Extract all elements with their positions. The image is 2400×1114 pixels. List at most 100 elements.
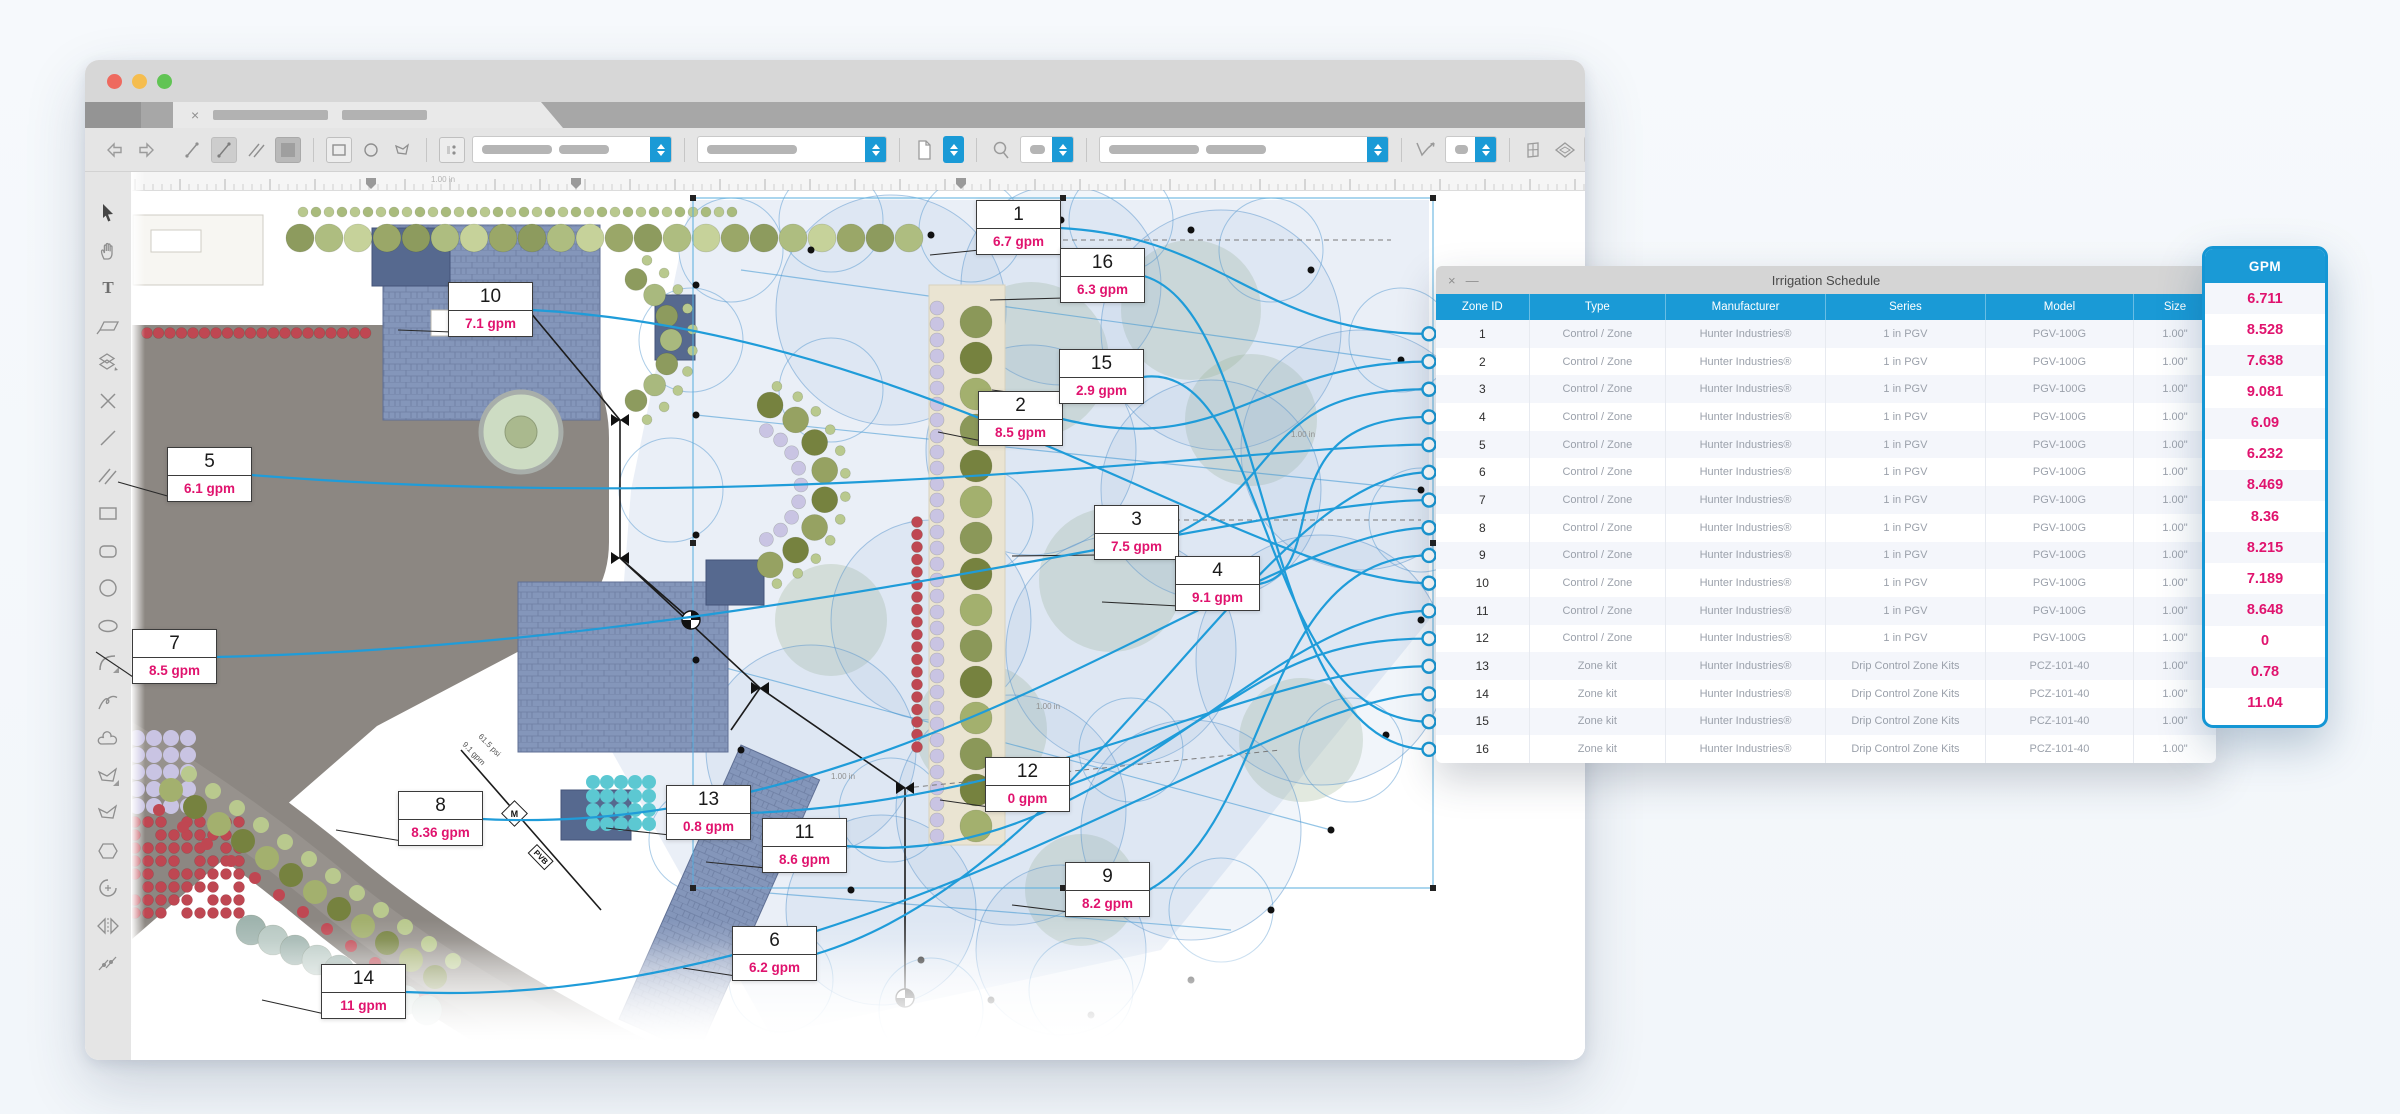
line-tool-selected-icon[interactable] — [211, 136, 237, 163]
selection-arrow-tool[interactable] — [95, 200, 121, 226]
line-tool-icon[interactable] — [180, 138, 204, 162]
table-row[interactable]: 15 Zone kit Hunter Industries® Drip Control… — [1436, 707, 2216, 736]
zone-id-cell: 5 — [1436, 430, 1530, 459]
polygon-mode-icon[interactable] — [390, 138, 414, 162]
zone-callout[interactable]: 3 7.5 gpm — [1094, 505, 1179, 560]
schedule-cell: Control / Zone — [1530, 458, 1667, 487]
schedule-titlebar[interactable]: × — Irrigation Schedule — [1436, 266, 2216, 294]
zone-callout[interactable]: 7 8.5 gpm — [132, 629, 217, 684]
gpm-value: 8.648 — [2205, 594, 2325, 626]
schedule-minimize-icon[interactable]: — — [1465, 272, 1479, 288]
window-grid-icon[interactable] — [1522, 138, 1546, 162]
mirror-tool[interactable] — [95, 913, 121, 939]
diamond-icon[interactable] — [1553, 138, 1577, 162]
stepper-control[interactable] — [650, 137, 671, 162]
schedule-cell: 1.00" — [2162, 521, 2188, 534]
minimize-button[interactable] — [132, 73, 147, 89]
zone-callout[interactable]: 4 9.1 gpm — [1175, 556, 1260, 611]
zone-callout[interactable]: 8 8.36 gpm — [398, 791, 483, 846]
table-row[interactable]: 2 Control / Zone Hunter Industries® 1 in PG… — [1436, 347, 2216, 376]
schedule-cell: Drip Control Zone Kits — [1826, 679, 1986, 708]
back-icon[interactable] — [103, 138, 127, 162]
zone-callout[interactable]: 13 0.8 gpm — [666, 785, 751, 840]
stepper-control[interactable] — [865, 137, 886, 162]
zoom-button[interactable] — [157, 73, 172, 89]
circle-tool[interactable] — [95, 575, 121, 601]
zone-callout[interactable]: 1 6.7 gpm — [976, 200, 1061, 255]
zoom-level-dropdown[interactable] — [1020, 136, 1074, 163]
zone-callout[interactable]: 10 7.1 gpm — [448, 282, 533, 337]
ellipse-tool[interactable] — [95, 613, 121, 639]
stepper-control[interactable] — [1475, 137, 1496, 162]
vector-path-icon[interactable] — [1414, 138, 1438, 162]
table-row[interactable]: 3 Control / Zone Hunter Industries® 1 in PG… — [1436, 375, 2216, 404]
zone-callout[interactable]: 11 8.6 gpm — [762, 818, 847, 873]
document-icon[interactable] — [912, 138, 936, 162]
parallel-lines-tool-icon[interactable] — [244, 138, 268, 162]
marker-x-tool[interactable] — [95, 388, 121, 414]
schedule-cell: Drip Control Zone Kits — [1826, 735, 1986, 763]
rectangle-tool[interactable] — [95, 500, 121, 526]
circle-mode-icon[interactable] — [359, 138, 383, 162]
parallel-lines-tool[interactable] — [95, 463, 121, 489]
drawing-canvas[interactable]: 1.00 in 1.00 in 1.00 in 1.00 in 1.00 in … — [131, 172, 1585, 1060]
fill-style-button[interactable] — [275, 136, 301, 163]
pan-hand-tool[interactable] — [95, 238, 121, 264]
table-row[interactable]: 12 Control / Zone Hunter Industries® 1 in P… — [1436, 624, 2216, 653]
table-row[interactable]: 8 Control / Zone Hunter Industries® 1 in PG… — [1436, 513, 2216, 542]
table-row[interactable]: 6 Control / Zone Hunter Industries® 1 in PG… — [1436, 458, 2216, 487]
hexagon-tool[interactable] — [95, 838, 121, 864]
schedule-cell: Drip Control Zone Kits — [1826, 652, 1986, 680]
schedule-cell: Hunter Industries® — [1666, 735, 1826, 763]
text-tool[interactable]: T — [95, 275, 121, 301]
table-row[interactable]: 1 Control / Zone Hunter Industries® 1 in PG… — [1436, 320, 2216, 348]
freehand-tool[interactable] — [95, 688, 121, 714]
arc-tool[interactable] — [95, 650, 121, 676]
table-row[interactable]: 4 Control / Zone Hunter Industries® 1 in PG… — [1436, 403, 2216, 431]
table-row[interactable]: 16 Zone kit Hunter Industries® Drip Control… — [1436, 735, 2216, 763]
zone-callout[interactable]: 5 6.1 gpm — [167, 447, 252, 502]
center-point-tool[interactable] — [95, 875, 121, 901]
polygon-reshape-tool[interactable] — [95, 763, 121, 789]
zone-callout[interactable]: 16 6.3 gpm — [1060, 248, 1145, 303]
forward-icon[interactable] — [134, 138, 158, 162]
table-row[interactable]: 5 Control / Zone Hunter Industries® 1 in PG… — [1436, 430, 2216, 459]
stepper-control[interactable] — [1367, 137, 1388, 162]
schedule-cell: 1.00" — [2162, 466, 2188, 479]
zone-callout[interactable]: 15 2.9 gpm — [1059, 349, 1144, 404]
zone-callout[interactable]: 2 8.5 gpm — [978, 391, 1063, 446]
table-row[interactable]: 10 Control / Zone Hunter Industries® 1 in P… — [1436, 569, 2216, 597]
rounded-rectangle-tool[interactable] — [95, 538, 121, 564]
document-tab[interactable]: × — [173, 102, 563, 128]
detail-options-button[interactable] — [439, 136, 465, 163]
table-row[interactable]: 14 Zone kit Hunter Industries® Drip Control… — [1436, 679, 2216, 708]
snap-dropdown[interactable] — [1445, 136, 1497, 163]
table-row[interactable]: 13 Zone kit Hunter Industries® Drip Control… — [1436, 652, 2216, 680]
zone-callout[interactable]: 12 0 gpm — [985, 757, 1070, 812]
table-row[interactable]: 7 Control / Zone Hunter Industries® 1 in PG… — [1436, 486, 2216, 514]
polygon-tool[interactable] — [95, 800, 121, 826]
schedule-cell: PGV-100G — [1986, 458, 2135, 487]
connect-tool[interactable] — [95, 950, 121, 976]
zone-callout[interactable]: 14 11 gpm — [321, 964, 406, 1019]
table-row[interactable]: 9 Control / Zone Hunter Industries® 1 in PG… — [1436, 541, 2216, 570]
layer-dropdown[interactable] — [697, 136, 887, 163]
view-dropdown[interactable] — [1099, 136, 1389, 163]
zone-callout[interactable]: 6 6.2 gpm — [732, 926, 817, 981]
tab-close-icon[interactable]: × — [191, 107, 200, 123]
rectangle-mode-icon[interactable] — [326, 136, 352, 163]
zone-callout[interactable]: 9 8.2 gpm — [1065, 862, 1150, 917]
mode-dropdown[interactable] — [1584, 136, 1585, 163]
stepper-control[interactable] — [1052, 137, 1073, 162]
callout-tool[interactable] — [95, 313, 121, 339]
line-type-dropdown[interactable] — [472, 136, 672, 163]
stepper-control[interactable] — [943, 136, 964, 163]
schedule-cell: Hunter Industries® — [1666, 403, 1826, 431]
table-row[interactable]: 11 Control / Zone Hunter Industries® 1 in P… — [1436, 596, 2216, 625]
schedule-close-icon[interactable]: × — [1448, 272, 1456, 288]
layers-tool[interactable] — [95, 350, 121, 376]
cloud-tool[interactable] — [95, 725, 121, 751]
line-tool[interactable] — [95, 425, 121, 451]
close-button[interactable] — [107, 73, 122, 89]
search-icon[interactable] — [989, 138, 1013, 162]
